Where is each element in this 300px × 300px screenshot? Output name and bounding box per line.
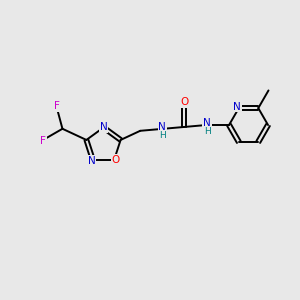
Text: N: N (233, 102, 241, 112)
Text: N: N (203, 118, 211, 128)
Text: O: O (112, 155, 120, 165)
Text: N: N (88, 156, 96, 166)
Text: H: H (159, 131, 166, 140)
Text: H: H (204, 127, 211, 136)
Text: F: F (54, 101, 60, 111)
Text: O: O (180, 98, 188, 107)
Text: N: N (158, 122, 166, 132)
Text: F: F (40, 136, 46, 146)
Text: N: N (100, 122, 107, 132)
